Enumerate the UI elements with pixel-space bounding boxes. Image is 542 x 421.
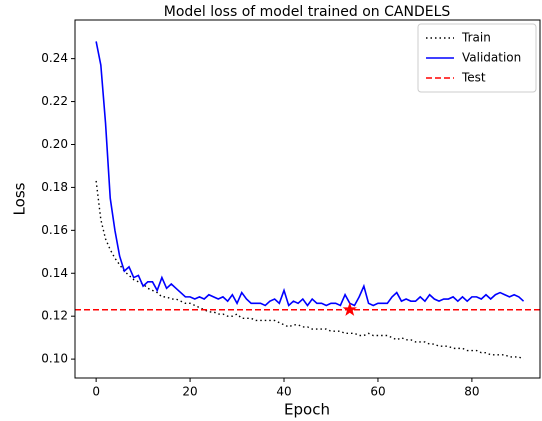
x-tick-label: 20 <box>182 385 197 399</box>
y-tick-label: 0.14 <box>41 266 68 280</box>
y-tick-label: 0.18 <box>41 180 68 194</box>
x-axis-label: Epoch <box>284 401 330 419</box>
x-tick-label: 60 <box>370 385 385 399</box>
legend-box <box>417 23 537 93</box>
star-marker <box>342 302 357 316</box>
series-line <box>95 180 524 360</box>
y-axis-label: Loss <box>11 182 29 215</box>
legend-label: Test <box>461 71 486 85</box>
legend-label: Train <box>461 31 491 45</box>
y-tick-label: 0.24 <box>41 51 68 65</box>
chart-title: Model loss of model trained on CANDELS <box>164 4 451 20</box>
legend-label: Validation <box>462 51 521 65</box>
y-tick-label: 0.20 <box>41 137 68 151</box>
y-tick-label: 0.10 <box>41 352 68 366</box>
x-tick-label: 40 <box>276 385 291 399</box>
plot-frame <box>74 19 541 379</box>
y-tick-label: 0.16 <box>41 223 68 237</box>
series-line <box>95 41 525 307</box>
x-tick-label: 80 <box>464 385 479 399</box>
x-tick-label: 0 <box>92 385 100 399</box>
y-tick-label: 0.22 <box>41 94 68 108</box>
y-tick-label: 0.12 <box>41 309 68 323</box>
